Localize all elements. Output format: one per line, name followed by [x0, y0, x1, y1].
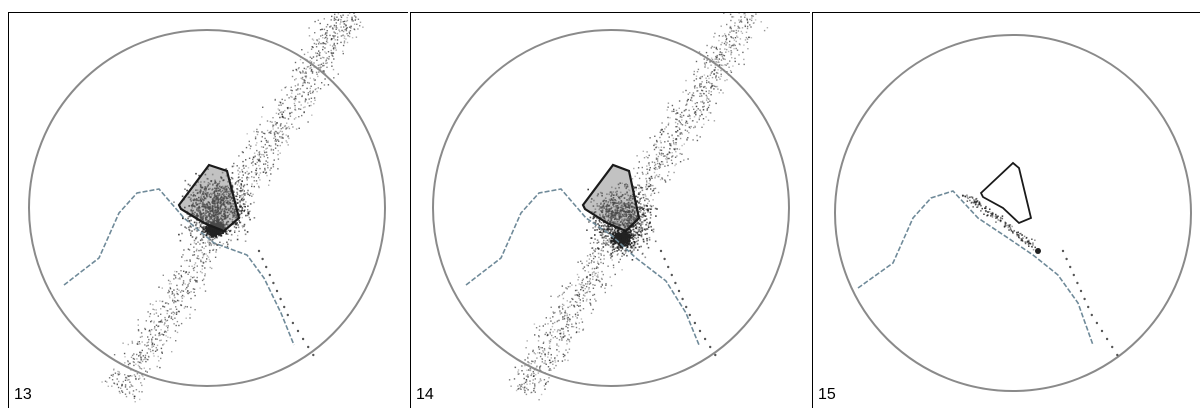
boundary-circle — [835, 35, 1191, 391]
scatter-points — [962, 195, 1041, 255]
boundary-curve — [858, 191, 1093, 345]
panel-13: 13 — [8, 12, 408, 408]
side-dots — [258, 250, 315, 356]
figure-15 — [813, 13, 1200, 409]
panel-15: 15 — [812, 12, 1200, 408]
figure-13 — [9, 13, 409, 409]
region-polygon — [981, 163, 1031, 223]
figure-14 — [411, 13, 811, 409]
side-dots — [1062, 250, 1119, 356]
panel-14: 14 — [410, 12, 810, 408]
panel-13-label: 13 — [14, 386, 32, 404]
boundary-curve — [64, 189, 294, 345]
panel-15-label: 15 — [818, 386, 836, 404]
panel-14-label: 14 — [416, 386, 434, 404]
region-polygon — [583, 165, 639, 231]
side-dots — [660, 250, 717, 356]
